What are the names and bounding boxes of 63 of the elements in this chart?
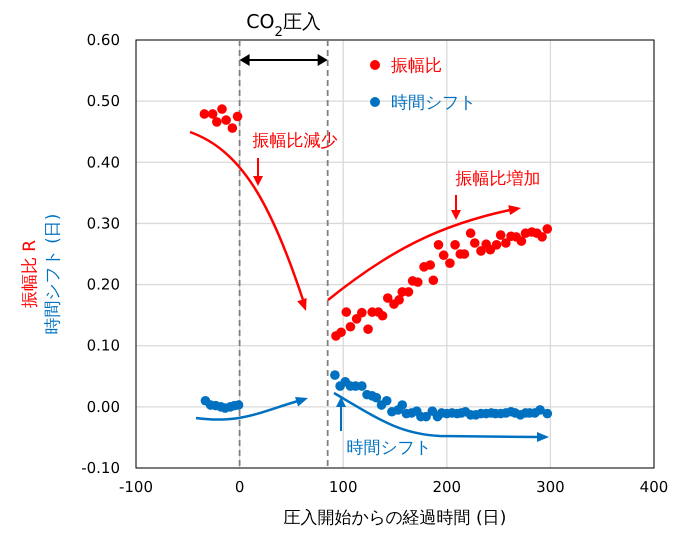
point: [486, 244, 496, 255]
point: [492, 240, 502, 250]
text: CO$_{2}$圧入: [246, 11, 321, 40]
point: [496, 230, 506, 240]
point: [228, 123, 238, 133]
point: [382, 293, 393, 303]
point: [357, 308, 367, 318]
point: [342, 307, 352, 317]
y-tick-label: 0.30: [86, 214, 120, 232]
point: [378, 310, 388, 321]
point: [470, 238, 480, 248]
point: [372, 392, 382, 402]
x-tick-label: 100: [328, 478, 358, 496]
annotation: 時間シフト: [346, 438, 432, 458]
point: [476, 246, 486, 256]
point: [221, 115, 231, 125]
point: [397, 400, 408, 410]
point: [438, 250, 448, 260]
annotation: 振幅比減少: [252, 131, 338, 151]
y-tick-label: 0.10: [86, 336, 120, 355]
annotation: 振幅比増加: [456, 169, 540, 189]
legend-label: 時間シフト: [391, 93, 476, 113]
point: [445, 258, 455, 268]
point: [352, 314, 362, 324]
y-tick-label: 0.40: [86, 153, 120, 172]
point: [450, 240, 460, 250]
point: [232, 112, 242, 122]
point: [434, 240, 444, 250]
point: [336, 327, 346, 338]
x-axis-title: 圧入開始からの経過時間 (日): [284, 508, 506, 528]
point: [330, 370, 340, 380]
point: [516, 236, 526, 246]
x-tick-label: -100: [118, 478, 154, 496]
y-tick-label: 0.00: [86, 398, 120, 416]
legend-label: 振幅比: [391, 56, 442, 76]
point: [425, 260, 436, 270]
y-tick-label: 0.60: [86, 31, 120, 49]
point: [382, 396, 392, 406]
point: [428, 275, 438, 286]
point: [535, 405, 545, 415]
x-tick-label: 0: [234, 478, 244, 496]
point: [363, 324, 373, 334]
x-tick-label: 200: [432, 478, 462, 496]
x-tick-label: 400: [640, 478, 668, 496]
point: [357, 381, 367, 391]
point: [542, 408, 552, 418]
point: [412, 277, 423, 287]
point: [208, 109, 218, 119]
point: [542, 224, 552, 234]
point: [466, 228, 476, 238]
point: [200, 109, 210, 119]
y-tick-label: 0.20: [86, 276, 120, 294]
point: [404, 287, 414, 297]
point: [346, 322, 356, 332]
x-tick-label: 300: [536, 478, 565, 496]
point: [394, 295, 404, 305]
point: [537, 232, 547, 242]
y-tick-label: 0.50: [86, 92, 120, 110]
y-tick-label: -0.10: [81, 459, 120, 477]
y-axis-title: 振幅比 R 時間シフト (日): [20, 214, 63, 334]
point: [501, 238, 511, 248]
point: [217, 104, 227, 114]
point: [212, 117, 222, 127]
